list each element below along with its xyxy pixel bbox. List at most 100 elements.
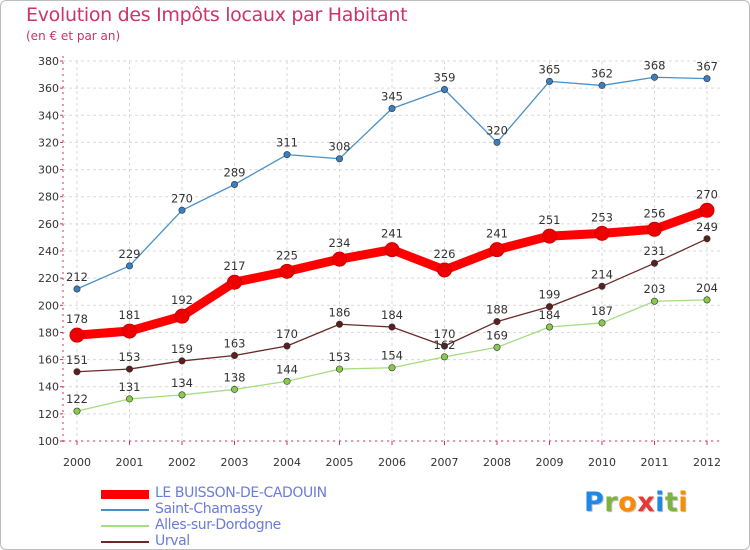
y-tick-label: 100 xyxy=(38,435,59,448)
data-point-saint-chamassy xyxy=(493,138,501,146)
data-label-saint-chamassy: 320 xyxy=(486,123,508,137)
data-label-saint-chamassy: 367 xyxy=(696,60,718,74)
data-label-saint-chamassy: 229 xyxy=(119,247,141,261)
grid-layer xyxy=(63,60,721,442)
data-label-alles-sur-dordogne: 162 xyxy=(434,338,456,352)
data-label-le-buisson-de-cadouin: 251 xyxy=(539,213,561,227)
data-point-le-buisson-de-cadouin xyxy=(122,323,137,339)
series-layer xyxy=(69,73,715,415)
data-label-le-buisson-de-cadouin: 234 xyxy=(329,236,351,250)
data-point-urval xyxy=(493,318,501,326)
data-point-le-buisson-de-cadouin xyxy=(279,263,295,279)
data-label-le-buisson-de-cadouin: 217 xyxy=(224,259,246,273)
legend-swatch xyxy=(101,509,149,511)
legend-swatch xyxy=(101,490,149,499)
data-point-alles-sur-dordogne xyxy=(178,391,186,399)
data-label-alles-sur-dordogne: 144 xyxy=(276,362,298,376)
data-label-saint-chamassy: 289 xyxy=(224,166,246,180)
data-label-saint-chamassy: 311 xyxy=(276,136,298,150)
data-point-le-buisson-de-cadouin xyxy=(437,262,452,278)
data-point-alles-sur-dordogne xyxy=(650,297,658,305)
logo-letter: r xyxy=(604,487,619,518)
data-point-saint-chamassy xyxy=(73,285,81,293)
data-point-alles-sur-dordogne xyxy=(703,296,711,304)
y-tick-label: 200 xyxy=(38,299,59,312)
y-tick-label: 120 xyxy=(38,408,59,421)
x-tick-label: 2006 xyxy=(378,456,406,469)
y-tick-label: 360 xyxy=(38,82,59,95)
y-tick-label: 380 xyxy=(38,55,59,68)
x-tick-label: 2008 xyxy=(483,456,511,469)
x-tick-label: 2007 xyxy=(431,456,459,469)
data-label-le-buisson-de-cadouin: 241 xyxy=(381,227,403,241)
data-label-alles-sur-dordogne: 187 xyxy=(591,304,613,318)
data-point-le-buisson-de-cadouin xyxy=(699,202,715,218)
data-label-le-buisson-de-cadouin: 270 xyxy=(696,187,718,201)
data-label-saint-chamassy: 270 xyxy=(171,191,193,205)
data-label-urval: 186 xyxy=(329,305,351,319)
data-point-le-buisson-de-cadouin xyxy=(69,327,85,343)
data-label-saint-chamassy: 345 xyxy=(381,90,403,104)
data-label-urval: 199 xyxy=(539,288,561,302)
data-point-le-buisson-de-cadouin xyxy=(227,274,242,290)
data-label-alles-sur-dordogne: 138 xyxy=(224,370,246,384)
data-point-saint-chamassy xyxy=(545,77,553,85)
data-label-le-buisson-de-cadouin: 225 xyxy=(276,248,298,262)
data-point-alles-sur-dordogne xyxy=(440,353,448,361)
data-point-saint-chamassy xyxy=(388,105,396,113)
y-tick-label: 280 xyxy=(38,191,59,204)
logo-letter: i xyxy=(655,487,665,518)
chart-subtitle: (en € et par an) xyxy=(26,29,121,43)
data-label-urval: 184 xyxy=(381,308,403,322)
x-tick-label: 2010 xyxy=(588,456,616,469)
data-point-urval xyxy=(178,357,186,365)
data-point-le-buisson-de-cadouin xyxy=(332,251,347,267)
data-point-saint-chamassy xyxy=(178,206,186,214)
data-label-saint-chamassy: 362 xyxy=(591,66,613,80)
chart-title: Evolution des Impôts locaux par Habitant xyxy=(26,4,408,26)
proxiti-logo: Proxiti xyxy=(584,487,688,518)
data-point-alles-sur-dordogne xyxy=(335,365,343,373)
data-label-saint-chamassy: 365 xyxy=(539,62,561,76)
data-label-alles-sur-dordogne: 131 xyxy=(119,380,141,394)
y-tick-label: 160 xyxy=(38,354,59,367)
label-layer: 212 229 270 289 311 308 345 359 320 365 362 368 367 1… xyxy=(66,58,718,406)
data-label-alles-sur-dordogne: 153 xyxy=(329,350,351,364)
data-point-urval xyxy=(703,235,711,243)
data-point-le-buisson-de-cadouin xyxy=(542,228,557,244)
data-point-alles-sur-dordogne xyxy=(73,407,81,415)
x-tick-label: 2005 xyxy=(326,456,354,469)
x-tick-label: 2009 xyxy=(536,456,564,469)
data-label-urval: 170 xyxy=(276,327,298,341)
legend-label: LE BUISSON-DE-CADOUIN xyxy=(155,485,327,501)
data-label-alles-sur-dordogne: 134 xyxy=(171,376,193,390)
data-label-saint-chamassy: 212 xyxy=(66,270,88,284)
legend-label: Urval xyxy=(155,533,190,549)
data-point-urval xyxy=(335,320,343,328)
data-point-urval xyxy=(440,342,448,350)
data-label-urval: 151 xyxy=(66,353,88,367)
data-label-alles-sur-dordogne: 204 xyxy=(696,281,718,295)
logo-letter: t xyxy=(664,487,679,518)
data-label-urval: 170 xyxy=(434,327,456,341)
data-label-le-buisson-de-cadouin: 241 xyxy=(486,227,508,241)
data-point-alles-sur-dordogne xyxy=(493,343,501,351)
y-tick-label: 300 xyxy=(38,164,59,177)
data-point-urval xyxy=(231,351,239,359)
data-label-urval: 249 xyxy=(696,220,718,234)
data-point-alles-sur-dordogne xyxy=(598,319,606,327)
y-tick-label: 140 xyxy=(38,381,59,394)
data-point-saint-chamassy xyxy=(440,86,448,94)
data-point-urval xyxy=(650,259,658,267)
x-tick-label: 2011 xyxy=(641,456,669,469)
y-tick-label: 340 xyxy=(38,109,59,122)
y-tick-label: 260 xyxy=(38,218,59,231)
data-point-urval xyxy=(73,368,81,376)
data-point-alles-sur-dordogne xyxy=(388,364,396,372)
x-tick-label: 2002 xyxy=(168,456,196,469)
data-label-urval: 231 xyxy=(644,244,666,258)
legend-label: Alles-sur-Dordogne xyxy=(155,517,281,533)
data-label-le-buisson-de-cadouin: 256 xyxy=(644,206,666,220)
